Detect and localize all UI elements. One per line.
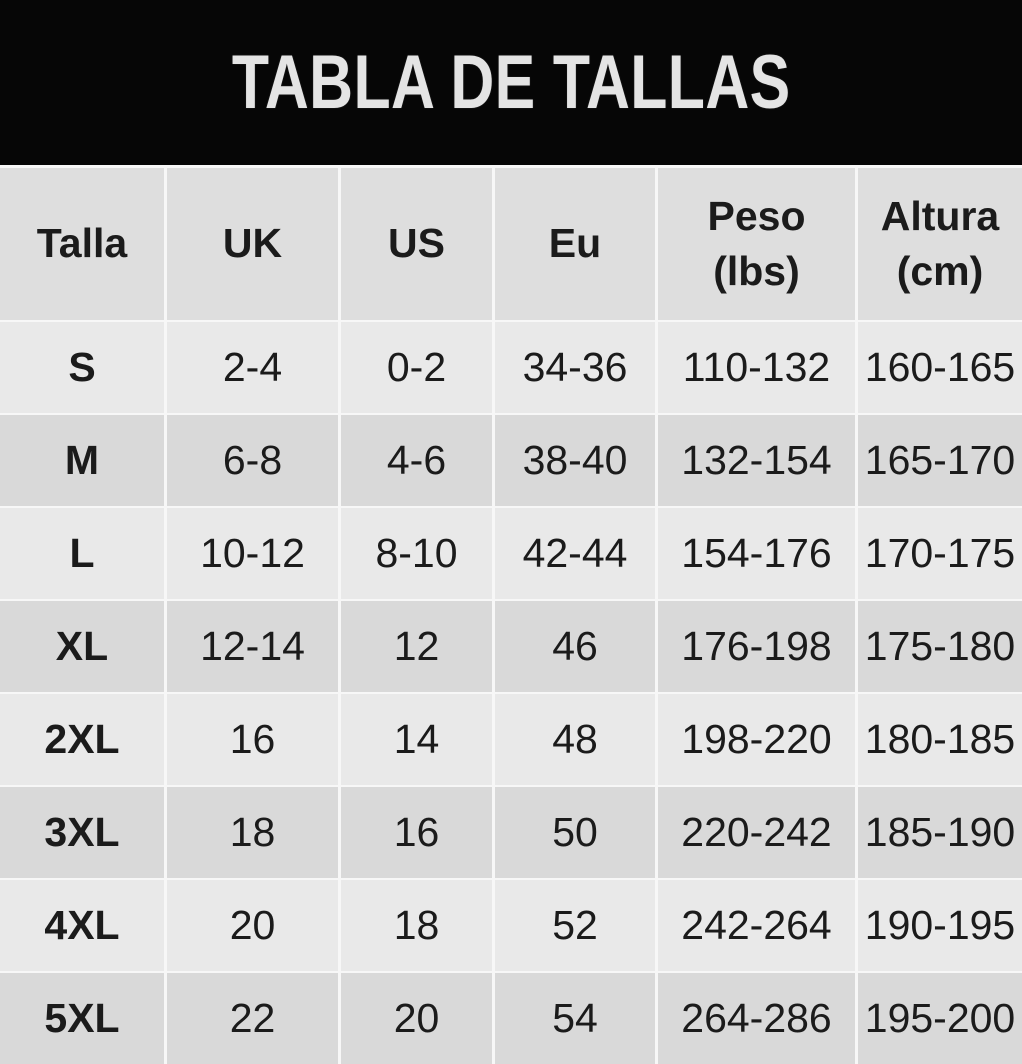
size-label: S (0, 322, 164, 413)
table-cell-peso: 154-176 (658, 508, 855, 599)
table-cell-eu: 50 (495, 787, 655, 878)
header-line: (cm) (896, 248, 984, 294)
table-cell-us: 14 (341, 694, 492, 785)
table-cell-eu: 34-36 (495, 322, 655, 413)
table-header-row: Talla UK US Eu Peso (lbs) Altura (cm) (0, 168, 1022, 320)
table-cell-us: 4-6 (341, 415, 492, 506)
table-cell-us: 20 (341, 973, 492, 1064)
column-header-eu: Eu (495, 168, 655, 320)
table-row-3xl: 3XL 18 16 50 220-242 185-190 (0, 787, 1022, 878)
table-cell-altura: 160-165 (858, 322, 1022, 413)
table-cell-eu: 42-44 (495, 508, 655, 599)
table-row-5xl: 5XL 22 20 54 264-286 195-200 (0, 973, 1022, 1064)
table-cell-peso: 198-220 (658, 694, 855, 785)
column-header-altura: Altura (cm) (858, 168, 1022, 320)
table-cell-altura: 185-190 (858, 787, 1022, 878)
table-cell-eu: 54 (495, 973, 655, 1064)
header-line: Eu (548, 220, 602, 267)
table-cell-uk: 6-8 (167, 415, 338, 506)
table-row-s: S 2-4 0-2 34-36 110-132 160-165 (0, 322, 1022, 413)
table-cell-peso: 242-264 (658, 880, 855, 971)
table-row-xl: XL 12-14 12 46 176-198 175-180 (0, 601, 1022, 692)
size-chart-title: TABLA DE TALLAS (231, 40, 791, 125)
header-line: Talla (36, 220, 128, 267)
size-label: 3XL (0, 787, 164, 878)
table-cell-uk: 16 (167, 694, 338, 785)
table-cell-eu: 48 (495, 694, 655, 785)
table-row-4xl: 4XL 20 18 52 242-264 190-195 (0, 880, 1022, 971)
column-header-peso: Peso (lbs) (658, 168, 855, 320)
table-cell-eu: 38-40 (495, 415, 655, 506)
header-line: US (388, 220, 445, 267)
size-label: 2XL (0, 694, 164, 785)
table-cell-us: 12 (341, 601, 492, 692)
table-cell-uk: 22 (167, 973, 338, 1064)
table-cell-altura: 170-175 (858, 508, 1022, 599)
table-cell-uk: 2-4 (167, 322, 338, 413)
table-row-l: L 10-12 8-10 42-44 154-176 170-175 (0, 508, 1022, 599)
header-line: Altura (880, 192, 1000, 239)
table-cell-peso: 176-198 (658, 601, 855, 692)
table-cell-altura: 195-200 (858, 973, 1022, 1064)
table-cell-altura: 175-180 (858, 601, 1022, 692)
header-line: UK (222, 220, 283, 267)
size-label: XL (0, 601, 164, 692)
size-chart-table: Talla UK US Eu Peso (lbs) Altura (cm) S … (0, 165, 1022, 1064)
column-header-uk: UK (167, 168, 338, 320)
table-cell-altura: 180-185 (858, 694, 1022, 785)
table-cell-peso: 110-132 (658, 322, 855, 413)
table-row-2xl: 2XL 16 14 48 198-220 180-185 (0, 694, 1022, 785)
table-cell-us: 16 (341, 787, 492, 878)
table-row-m: M 6-8 4-6 38-40 132-154 165-170 (0, 415, 1022, 506)
column-header-us: US (341, 168, 492, 320)
size-label: M (0, 415, 164, 506)
table-cell-us: 0-2 (341, 322, 492, 413)
header-line: Peso (707, 192, 806, 239)
table-cell-uk: 12-14 (167, 601, 338, 692)
table-cell-altura: 190-195 (858, 880, 1022, 971)
table-cell-uk: 10-12 (167, 508, 338, 599)
table-cell-altura: 165-170 (858, 415, 1022, 506)
size-label: 4XL (0, 880, 164, 971)
header-line: (lbs) (713, 248, 800, 294)
size-label: L (0, 508, 164, 599)
table-cell-peso: 264-286 (658, 973, 855, 1064)
size-label: 5XL (0, 973, 164, 1064)
table-cell-uk: 18 (167, 787, 338, 878)
table-cell-peso: 220-242 (658, 787, 855, 878)
table-cell-eu: 46 (495, 601, 655, 692)
table-cell-eu: 52 (495, 880, 655, 971)
column-header-talla: Talla (0, 168, 164, 320)
size-chart-banner: TABLA DE TALLAS (0, 0, 1022, 165)
table-cell-uk: 20 (167, 880, 338, 971)
table-cell-peso: 132-154 (658, 415, 855, 506)
table-cell-us: 18 (341, 880, 492, 971)
table-cell-us: 8-10 (341, 508, 492, 599)
